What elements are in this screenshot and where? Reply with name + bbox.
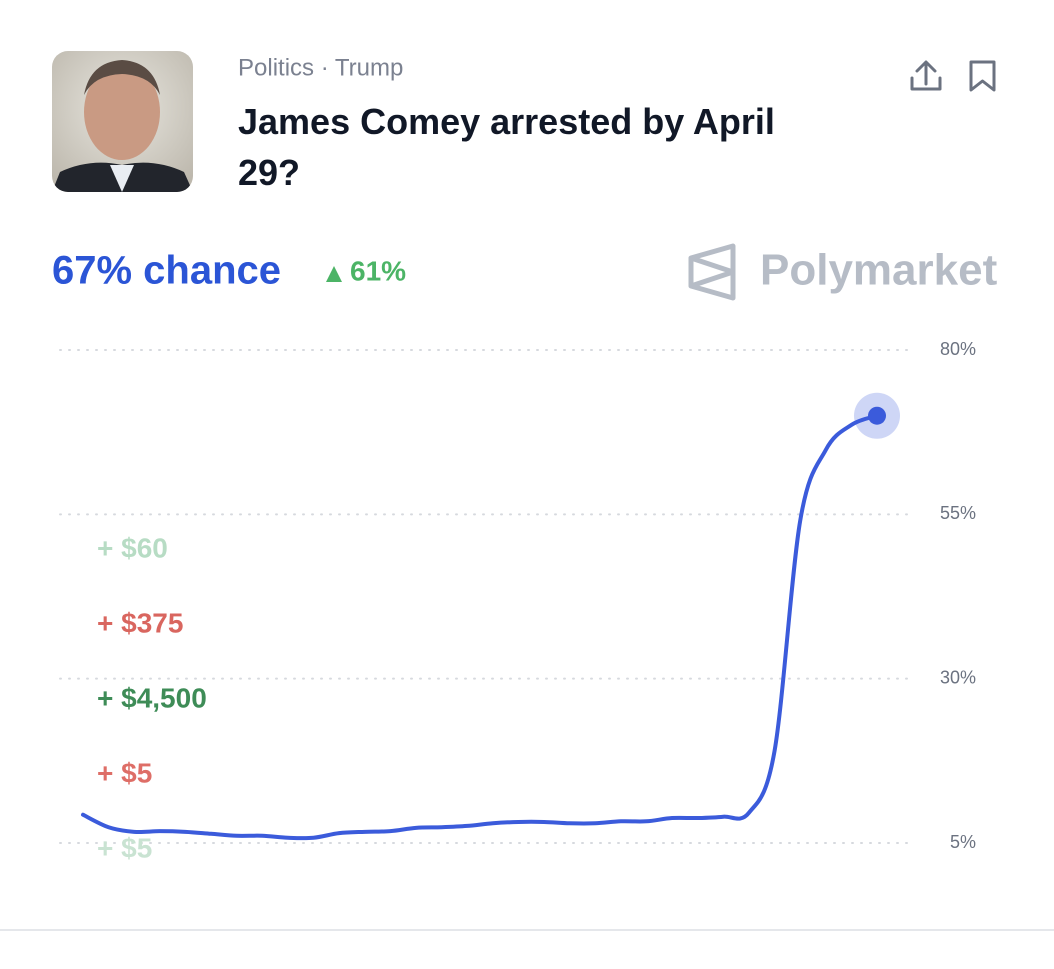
end-dot	[868, 406, 886, 425]
chance: 67% chance	[52, 249, 281, 293]
trade-label: + $60	[97, 532, 168, 563]
market-title: James Comey arrested by April 29?	[238, 101, 775, 193]
price-line	[81, 413, 879, 841]
trade-label: + $4,500	[97, 682, 207, 713]
y-tick-label: 5%	[950, 832, 976, 852]
trade-label: + $375	[97, 607, 183, 638]
breadcrumb: Politics · Trump	[238, 54, 403, 81]
trade-label: + $5	[97, 757, 152, 788]
y-tick-label: 80%	[940, 339, 976, 359]
brand-name: Polymarket	[760, 246, 998, 295]
y-tick-label: 55%	[940, 503, 976, 523]
y-tick-label: 30%	[940, 667, 976, 687]
trade-label: + $5	[97, 832, 152, 863]
up-arrow	[326, 266, 342, 282]
share-button[interactable]	[910, 60, 942, 91]
bookmark-button[interactable]	[969, 60, 996, 92]
brand-logo	[688, 243, 736, 301]
change: 61%	[350, 255, 406, 286]
avatar	[52, 51, 193, 192]
